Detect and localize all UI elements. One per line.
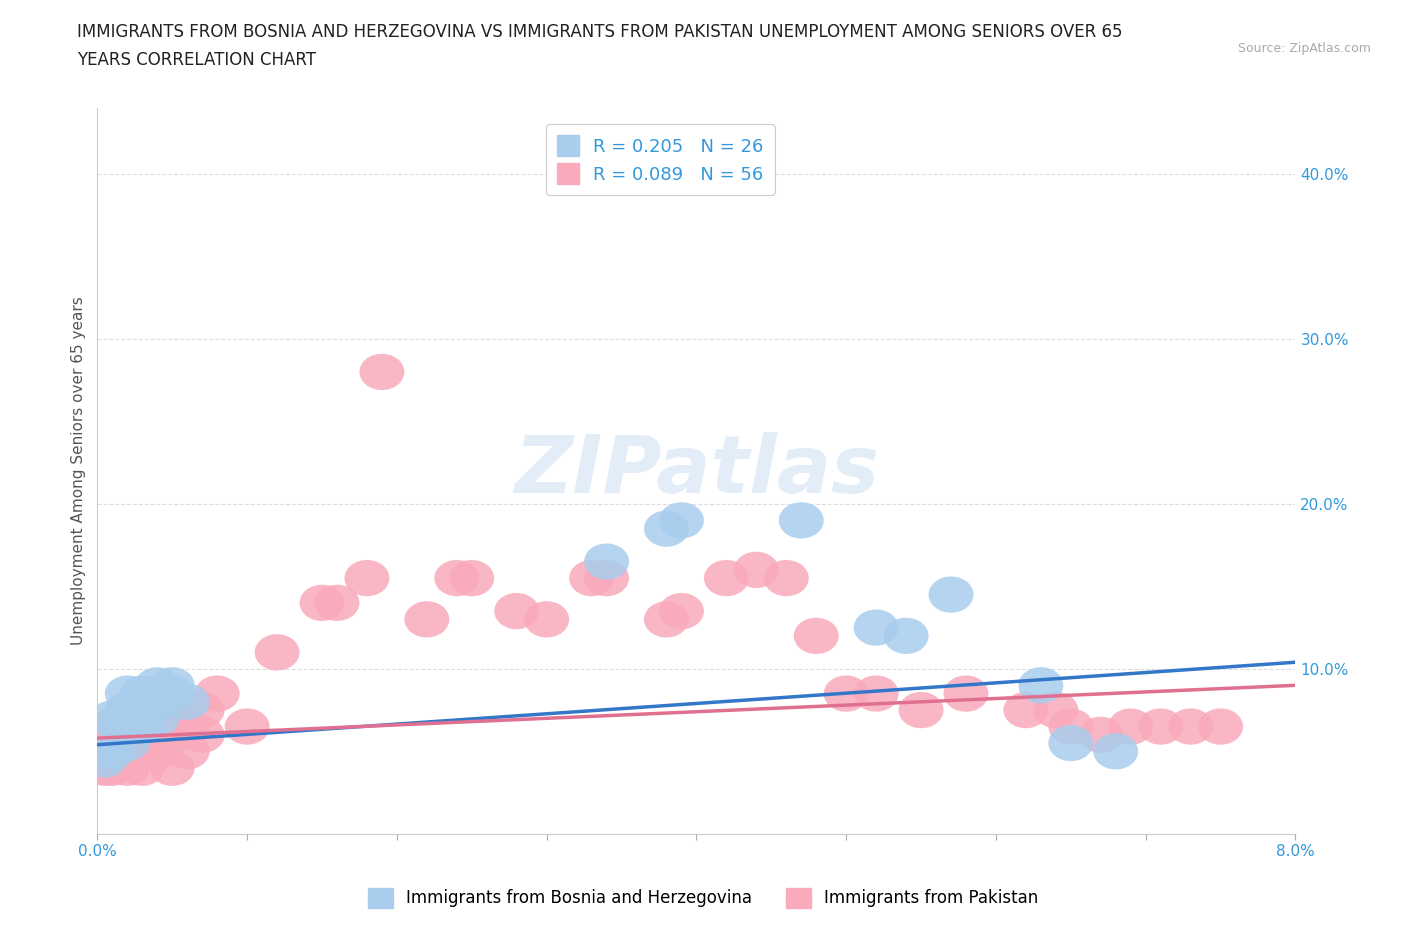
Ellipse shape (135, 684, 180, 720)
Ellipse shape (495, 593, 538, 630)
Text: Source: ZipAtlas.com: Source: ZipAtlas.com (1237, 42, 1371, 55)
Ellipse shape (583, 543, 628, 579)
Ellipse shape (1108, 709, 1153, 745)
Ellipse shape (165, 709, 209, 745)
Ellipse shape (824, 675, 869, 711)
Ellipse shape (90, 750, 135, 786)
Ellipse shape (1078, 717, 1123, 753)
Ellipse shape (524, 601, 569, 637)
Ellipse shape (254, 634, 299, 671)
Ellipse shape (120, 700, 165, 737)
Ellipse shape (763, 560, 808, 596)
Ellipse shape (1049, 724, 1094, 761)
Ellipse shape (105, 709, 150, 745)
Ellipse shape (583, 560, 628, 596)
Ellipse shape (150, 692, 194, 728)
Ellipse shape (405, 601, 450, 637)
Ellipse shape (315, 585, 360, 621)
Ellipse shape (105, 692, 150, 728)
Ellipse shape (1004, 692, 1049, 728)
Ellipse shape (659, 593, 704, 630)
Ellipse shape (105, 692, 150, 728)
Ellipse shape (1094, 733, 1139, 769)
Ellipse shape (150, 667, 194, 703)
Ellipse shape (135, 717, 180, 753)
Ellipse shape (90, 724, 135, 761)
Text: IMMIGRANTS FROM BOSNIA AND HERZEGOVINA VS IMMIGRANTS FROM PAKISTAN UNEMPLOYMENT : IMMIGRANTS FROM BOSNIA AND HERZEGOVINA V… (77, 23, 1123, 41)
Ellipse shape (135, 700, 180, 737)
Ellipse shape (150, 750, 194, 786)
Ellipse shape (120, 684, 165, 720)
Ellipse shape (644, 511, 689, 547)
Ellipse shape (90, 700, 135, 737)
Ellipse shape (90, 709, 135, 745)
Ellipse shape (360, 353, 405, 390)
Ellipse shape (794, 618, 839, 654)
Ellipse shape (97, 709, 142, 745)
Ellipse shape (853, 675, 898, 711)
Ellipse shape (659, 502, 704, 538)
Ellipse shape (225, 709, 270, 745)
Ellipse shape (120, 717, 165, 753)
Ellipse shape (569, 560, 614, 596)
Ellipse shape (299, 585, 344, 621)
Ellipse shape (105, 750, 150, 786)
Ellipse shape (180, 692, 225, 728)
Ellipse shape (1168, 709, 1213, 745)
Ellipse shape (450, 560, 495, 596)
Ellipse shape (105, 675, 150, 711)
Ellipse shape (344, 560, 389, 596)
Ellipse shape (135, 733, 180, 769)
Ellipse shape (898, 692, 943, 728)
Ellipse shape (644, 601, 689, 637)
Ellipse shape (928, 577, 973, 613)
Ellipse shape (120, 709, 165, 745)
Ellipse shape (853, 609, 898, 645)
Ellipse shape (120, 675, 165, 711)
Ellipse shape (734, 551, 779, 588)
Ellipse shape (883, 618, 928, 654)
Ellipse shape (1139, 709, 1182, 745)
Ellipse shape (434, 560, 479, 596)
Ellipse shape (1018, 667, 1063, 703)
Ellipse shape (83, 750, 128, 786)
Ellipse shape (83, 741, 128, 777)
Ellipse shape (120, 692, 165, 728)
Ellipse shape (1198, 709, 1243, 745)
Ellipse shape (120, 750, 165, 786)
Text: YEARS CORRELATION CHART: YEARS CORRELATION CHART (77, 51, 316, 69)
Ellipse shape (779, 502, 824, 538)
Ellipse shape (150, 717, 194, 753)
Text: ZIPatlas: ZIPatlas (515, 432, 879, 510)
Ellipse shape (150, 675, 194, 711)
Ellipse shape (165, 733, 209, 769)
Legend: R = 0.205   N = 26, R = 0.089   N = 56: R = 0.205 N = 26, R = 0.089 N = 56 (547, 125, 775, 195)
Ellipse shape (194, 675, 239, 711)
Ellipse shape (1033, 692, 1078, 728)
Ellipse shape (105, 733, 150, 769)
Ellipse shape (90, 733, 135, 769)
Ellipse shape (135, 667, 180, 703)
Ellipse shape (79, 741, 124, 777)
Ellipse shape (165, 684, 209, 720)
Legend: Immigrants from Bosnia and Herzegovina, Immigrants from Pakistan: Immigrants from Bosnia and Herzegovina, … (361, 882, 1045, 914)
Ellipse shape (704, 560, 749, 596)
Ellipse shape (1049, 709, 1094, 745)
Ellipse shape (135, 700, 180, 737)
Ellipse shape (943, 675, 988, 711)
Y-axis label: Unemployment Among Seniors over 65 years: Unemployment Among Seniors over 65 years (72, 297, 86, 645)
Ellipse shape (180, 717, 225, 753)
Ellipse shape (105, 724, 150, 761)
Ellipse shape (120, 733, 165, 769)
